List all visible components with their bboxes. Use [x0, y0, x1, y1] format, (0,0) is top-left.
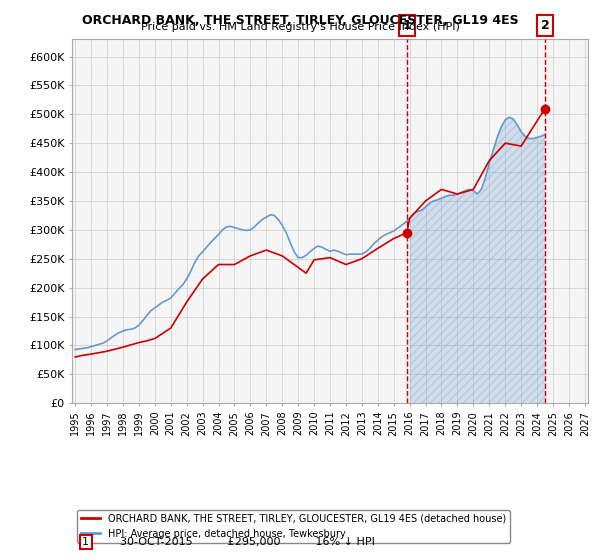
Text: 2: 2	[541, 19, 550, 32]
Text: ORCHARD BANK, THE STREET, TIRLEY, GLOUCESTER, GL19 4ES: ORCHARD BANK, THE STREET, TIRLEY, GLOUCE…	[82, 14, 518, 27]
Text: Price paid vs. HM Land Registry's House Price Index (HPI): Price paid vs. HM Land Registry's House …	[140, 22, 460, 32]
Text: 1: 1	[82, 537, 89, 547]
Text: 1: 1	[403, 19, 411, 32]
Legend: ORCHARD BANK, THE STREET, TIRLEY, GLOUCESTER, GL19 4ES (detached house), HPI: Av: ORCHARD BANK, THE STREET, TIRLEY, GLOUCE…	[77, 510, 510, 543]
Text: 30-OCT-2015          £295,000          16% ↓ HPI: 30-OCT-2015 £295,000 16% ↓ HPI	[113, 537, 375, 547]
